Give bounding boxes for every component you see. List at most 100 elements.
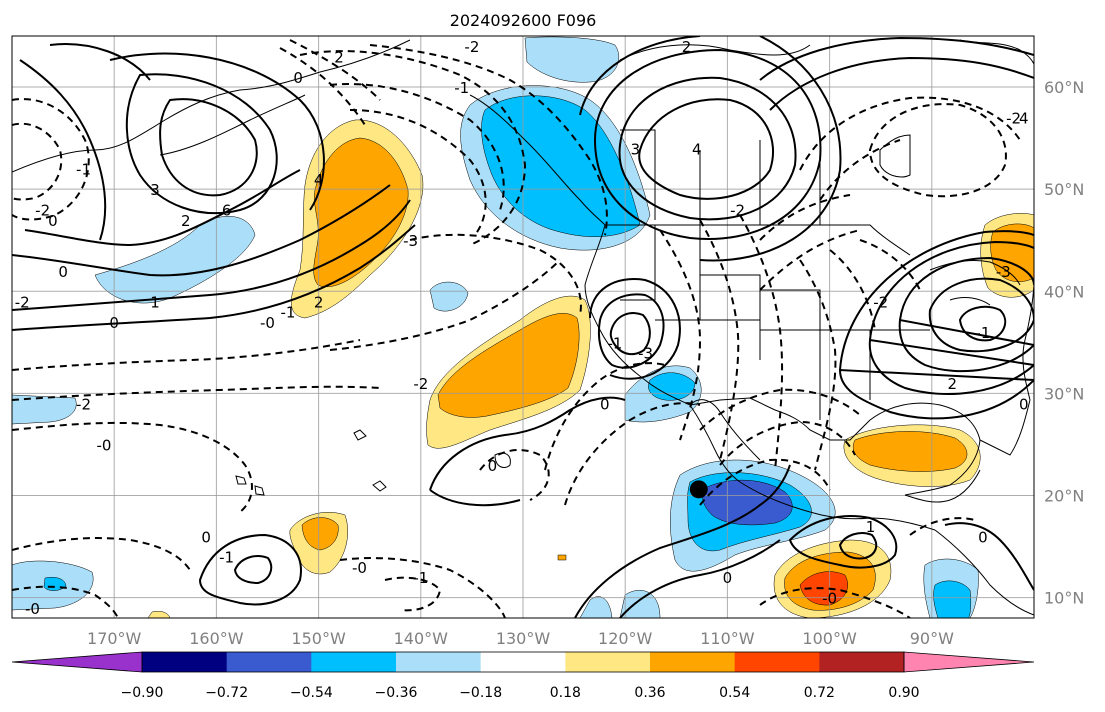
- contour-calif-low-1: [597, 293, 665, 369]
- contour-aleutian-high-2: [24, 169, 301, 247]
- colorbar-segment: [226, 652, 312, 672]
- contour-value-label: 1: [866, 518, 876, 536]
- colorbar-tick-label: 0.54: [719, 685, 750, 701]
- colorbar-tick-label: 0.72: [804, 685, 835, 701]
- coast-island-small: [353, 429, 367, 441]
- coast-florida: [979, 399, 1031, 456]
- contour-value-label: -1: [219, 549, 234, 567]
- contour-value-label: -1: [413, 569, 428, 587]
- contour-trough-2: [369, 44, 608, 236]
- colorbar-segment: [396, 652, 482, 672]
- contour-value-label: -1: [607, 334, 622, 352]
- neg-shade-mid-pacific-small: [429, 281, 469, 312]
- colorbar-tick-label: 0.36: [634, 685, 665, 701]
- contour-value-label: -2: [730, 202, 745, 220]
- pos-shade-central-pacific-core: [437, 313, 580, 418]
- latitude-tick-label: 30°N: [1044, 384, 1084, 403]
- figure-title: 2024092600 F096: [450, 11, 597, 30]
- colorbar-tick-label: −0.18: [459, 685, 502, 701]
- colorbar-extend-max: [903, 651, 1035, 673]
- contour-value-label: 0: [1019, 396, 1029, 414]
- longitude-tick-label: 140°W: [394, 629, 449, 648]
- contour-central-2: [699, 219, 740, 461]
- contour-calif-low-2: [609, 312, 651, 356]
- contour-aleutian-high-7: [49, 43, 151, 81]
- latitude-tick-label: 20°N: [1044, 486, 1084, 505]
- contour-value-label: -0: [822, 590, 837, 608]
- coastlines: [12, 39, 1034, 616]
- map-panel: 20-1-2 23 4-24-1326-2004-32-1-010-2-2-2-00…: [12, 36, 1034, 618]
- colorbar-segment: [734, 652, 820, 672]
- coast-hawaii-2: [254, 485, 265, 496]
- contour-value-label: 2: [947, 375, 957, 393]
- colorbar-segment: [565, 652, 651, 672]
- contour-value-label: -1: [454, 79, 469, 97]
- coast-west-us: [584, 224, 691, 406]
- contour-labels: 20-1-2 23 4-24-1326-2004-32-1-010-2-2-2-00…: [15, 38, 1029, 618]
- contour-east-low-1: [928, 277, 1034, 353]
- contour-canada-5: [819, 139, 901, 201]
- contour-value-label: 1: [150, 293, 160, 311]
- contour-npac-high-3: [593, 48, 822, 240]
- contour-value-label: 2: [181, 212, 191, 230]
- height-anomaly-contours: [12, 36, 1034, 618]
- contour-canada-1: [759, 36, 1034, 81]
- border-us-canada: [605, 224, 911, 256]
- contour-se-3: [944, 522, 1034, 591]
- contour-npac-high-2: [618, 76, 797, 221]
- contour-sc-4: [719, 420, 856, 466]
- colorbar-segment: [311, 652, 397, 672]
- coast-gulf: [869, 402, 981, 496]
- contour-goa-low-4: [409, 233, 582, 316]
- contour-goa-low-3: [349, 109, 487, 236]
- colorbar-tick-label: 0.90: [888, 685, 919, 701]
- contour-central-4: [799, 259, 837, 471]
- longitude-tick-label: 120°W: [598, 629, 653, 648]
- colorbar-tick-label: −0.72: [205, 685, 248, 701]
- contour-value-label: -0: [96, 436, 111, 454]
- contour-npac-high-1: [638, 98, 775, 200]
- contour-aleutian-high-5: [109, 52, 325, 211]
- pos-shade-hawaii-south-core: [301, 517, 339, 551]
- coast-central-america: [934, 529, 1034, 616]
- colorbar-extend-min: [11, 651, 143, 673]
- longitude-tick-label: 110°W: [700, 629, 755, 648]
- contour-value-label: 2: [682, 38, 692, 56]
- contour-aleutian-high-4: [159, 98, 258, 197]
- map-frame: [11, 35, 1035, 619]
- neg-shade-west-edge: [12, 394, 77, 425]
- coast-hawaii-1: [235, 475, 247, 485]
- contour-wpac-low-1: [12, 98, 90, 221]
- colorbar-segment: [142, 652, 228, 672]
- contour-sc-1: [574, 464, 791, 618]
- contour-east-low-3: [868, 240, 1034, 396]
- neg-shade-aleutian: [94, 216, 256, 304]
- contour-canada-4: [868, 103, 1007, 198]
- longitude-tick-label: 170°W: [87, 629, 142, 648]
- contour-value-label: -2: [464, 38, 479, 56]
- contour-value-label: -3: [996, 263, 1011, 281]
- pos-shade-small-south: [557, 554, 567, 561]
- pos-shade-gulf-mexico-core: [852, 431, 968, 472]
- contour-value-label: 2: [314, 293, 324, 311]
- contour-value-label: 0: [600, 396, 610, 414]
- contour-value-label: 0: [109, 314, 119, 332]
- contour-canada-3: [799, 96, 1021, 171]
- longitude-tick-label: 150°W: [291, 629, 346, 648]
- coast-mexico-west: [739, 481, 936, 531]
- contour-wpac-3: [12, 339, 361, 371]
- contour-value-label: 3: [631, 140, 641, 158]
- longitude-tick-label: 90°W: [910, 629, 954, 648]
- contour-east-low-4: [838, 230, 1034, 420]
- contour-value-label: -2: [76, 396, 91, 414]
- contour-value-label: 4: [314, 171, 324, 189]
- contour-zonal-2: [12, 224, 416, 331]
- contour-goa-low-5: [329, 259, 561, 351]
- coast-alaska-peninsula: [159, 94, 306, 156]
- latitude-tick-label: 60°N: [1044, 78, 1084, 97]
- coast-hudson: [879, 134, 911, 178]
- contour-aleutian-high-3: [125, 73, 278, 215]
- contour-goa-low-2: [329, 83, 505, 211]
- contour-east-low-5: [958, 305, 1007, 342]
- neg-shade-central-america-core: [933, 580, 972, 618]
